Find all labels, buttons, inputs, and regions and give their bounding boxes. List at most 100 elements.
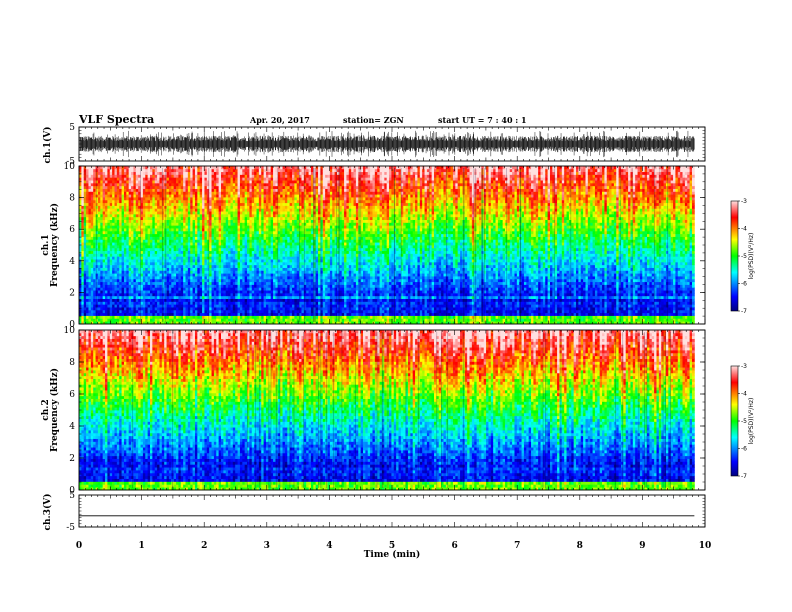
spectrogram-cell [239,228,243,232]
spectrogram-cell [88,177,92,181]
spectrogram-cell [263,177,267,181]
spectrogram-cell [270,233,274,237]
spectrogram-cell [199,318,203,322]
spectrogram-cell [230,168,234,173]
spectrogram-cell [254,247,257,252]
spectrogram-cell [273,318,276,322]
spectrogram-cell [194,261,198,266]
spectrogram-cell [150,270,153,274]
spectrogram-cell [268,205,272,209]
spectrogram-cell [213,281,217,285]
spectrogram-cell [128,309,132,314]
spectrogram-cell [128,287,132,291]
spectrogram-cell [268,222,272,226]
spectrogram-cell [161,267,165,271]
spectrogram-cell [100,321,104,325]
spectrogram-cell [230,191,234,195]
spectrogram-cell [150,211,153,215]
spectrogram-cell [173,301,177,305]
spectrogram-cell [176,185,179,189]
spectrogram-cell [173,182,177,187]
spectrogram-cell [152,202,156,206]
spectrogram-cell [268,197,272,201]
spectrogram-cell [171,177,175,181]
spectrogram-cell [173,250,177,254]
spectrogram-cell [93,256,96,260]
spectrogram-cell [116,171,120,175]
spectrogram-cell [249,222,253,226]
spectrogram-cell [185,185,189,189]
spectrogram-cell [237,216,241,221]
spectrogram-cell [270,270,274,274]
spectrogram-cell [261,281,265,285]
spectrogram-cell [150,264,153,268]
spectrogram-cell [194,166,198,170]
spectrogram-cell [225,239,229,243]
spectrogram-cell [161,168,165,173]
spectrogram-cell [164,250,167,254]
spectrogram-cell [154,273,158,277]
spectrogram-cell [100,292,104,297]
spectrogram-cell [185,304,189,308]
spectrogram-cell [256,177,260,181]
spectrogram-cell [135,188,139,192]
spectrogram-cell [225,219,229,223]
spectrogram-cell [152,264,156,268]
spectrogram-cell [81,222,85,226]
spectrogram-cell [114,256,118,260]
spectrogram-cell [263,213,267,218]
spectrogram-cell [171,290,175,294]
spectrogram-cell [256,321,260,325]
spectrogram-cell [121,304,125,308]
spectrogram-cell [95,171,99,175]
spectrogram-cell [187,273,191,277]
spectrogram-cell [192,185,196,189]
spectrogram-cell [244,307,248,311]
spectrogram-cell [135,233,139,237]
spectrogram-cell [261,213,265,218]
spectrogram-cell [150,222,153,226]
spectrogram-cell [251,284,255,288]
spectrogram-cell [216,222,220,226]
spectrogram-cell [232,168,236,173]
spectrogram-cell [145,245,149,249]
spectrogram-cell [100,318,104,322]
spectrogram-cell [102,270,106,274]
spectrogram-cell [251,174,255,178]
spectrogram-cell [95,261,99,266]
spectrogram-cell [225,315,229,319]
spectrogram-cell [140,219,144,223]
spectrogram-cell [145,174,149,178]
spectrogram-cell [218,292,222,297]
spectrogram-cell [235,287,238,291]
spectrogram-cell [142,298,146,302]
spectrogram-cell [178,216,182,221]
spectrogram-cell [256,245,260,249]
spectrogram-cell [86,281,89,285]
spectrogram-cell [142,307,146,311]
spectrogram-cell [86,261,89,266]
spectrogram-cell [275,239,279,243]
spectrogram-cell [128,219,132,223]
spectrogram-cell [157,171,160,175]
spectrogram-cell [218,191,222,195]
spectrogram-cell [211,315,215,319]
spectrogram-cell [88,250,92,254]
spectrogram-cell [211,290,215,294]
spectrogram-cell [152,247,156,252]
spectrogram-cell [239,309,243,314]
spectrogram-cell [140,259,144,263]
spectrogram-cell [121,273,125,277]
spectrogram-cell [142,242,146,246]
spectrogram-cell [112,298,115,302]
spectrogram-cell [251,312,255,316]
spectrogram-cell [197,228,201,232]
spectrogram-cell [268,239,272,243]
spectrogram-cell [228,233,231,237]
spectrogram-cell [119,180,122,184]
spectrogram-cell [107,304,111,308]
spectrogram-cell [185,242,189,246]
spectrogram-cell [213,284,217,288]
spectrogram-cell [275,284,279,288]
spectrogram-cell [273,211,276,215]
